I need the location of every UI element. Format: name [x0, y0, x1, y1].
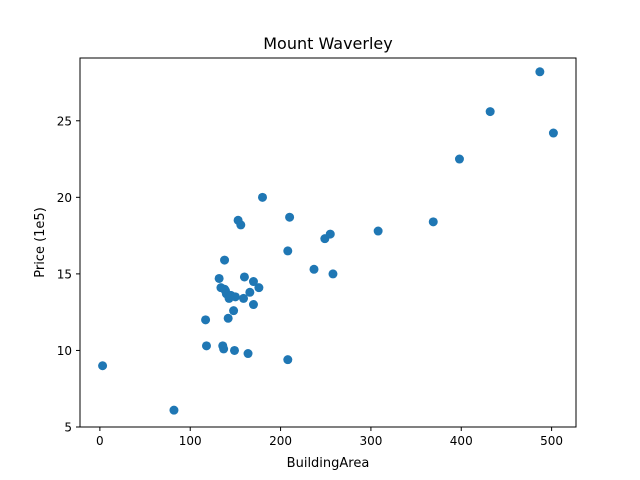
x-tick-label: 0 — [96, 434, 104, 448]
data-point — [239, 272, 249, 282]
data-point — [285, 212, 295, 222]
x-tick-label: 400 — [450, 434, 473, 448]
y-tick-label: 10 — [57, 344, 72, 358]
data-point — [325, 229, 335, 239]
data-point — [220, 255, 230, 265]
data-point — [454, 154, 464, 164]
data-point — [201, 341, 211, 351]
data-point — [229, 306, 239, 316]
data-points — [98, 67, 558, 415]
y-axis-ticks: 5 10 15 20 25 — [57, 114, 80, 435]
data-point — [243, 349, 253, 359]
data-point — [169, 405, 179, 415]
data-point — [218, 341, 228, 351]
data-point — [257, 192, 267, 202]
data-point — [98, 361, 108, 371]
y-tick-label: 5 — [64, 421, 72, 435]
y-tick-label: 20 — [57, 191, 72, 205]
data-point — [254, 283, 264, 293]
data-point — [485, 107, 495, 117]
data-point — [373, 226, 383, 236]
data-point — [236, 220, 246, 230]
data-point — [328, 269, 338, 279]
x-axis-ticks: 0 100 200 300 400 500 — [96, 427, 563, 448]
data-point — [239, 293, 249, 303]
data-point — [309, 264, 319, 274]
x-tick-label: 300 — [359, 434, 382, 448]
data-point — [283, 246, 293, 256]
data-point — [548, 128, 558, 138]
x-tick-label: 100 — [179, 434, 202, 448]
data-point — [214, 273, 224, 283]
data-point — [283, 355, 293, 365]
x-axis-label: BuildingArea — [287, 456, 370, 471]
data-point — [428, 217, 438, 227]
x-tick-label: 500 — [540, 434, 563, 448]
plot-area — [79, 57, 577, 428]
data-point — [535, 67, 545, 77]
chart-title: Mount Waverley — [263, 34, 392, 53]
data-point — [230, 292, 240, 302]
y-tick-label: 15 — [57, 267, 72, 281]
data-point — [248, 277, 258, 287]
data-point — [223, 313, 233, 323]
x-tick-label: 200 — [269, 434, 292, 448]
data-point — [201, 315, 211, 325]
data-point — [248, 300, 258, 310]
data-point — [229, 345, 239, 355]
y-axis-label: Price (1e5) — [33, 207, 48, 278]
data-point — [245, 287, 255, 297]
y-tick-label: 25 — [57, 114, 72, 128]
